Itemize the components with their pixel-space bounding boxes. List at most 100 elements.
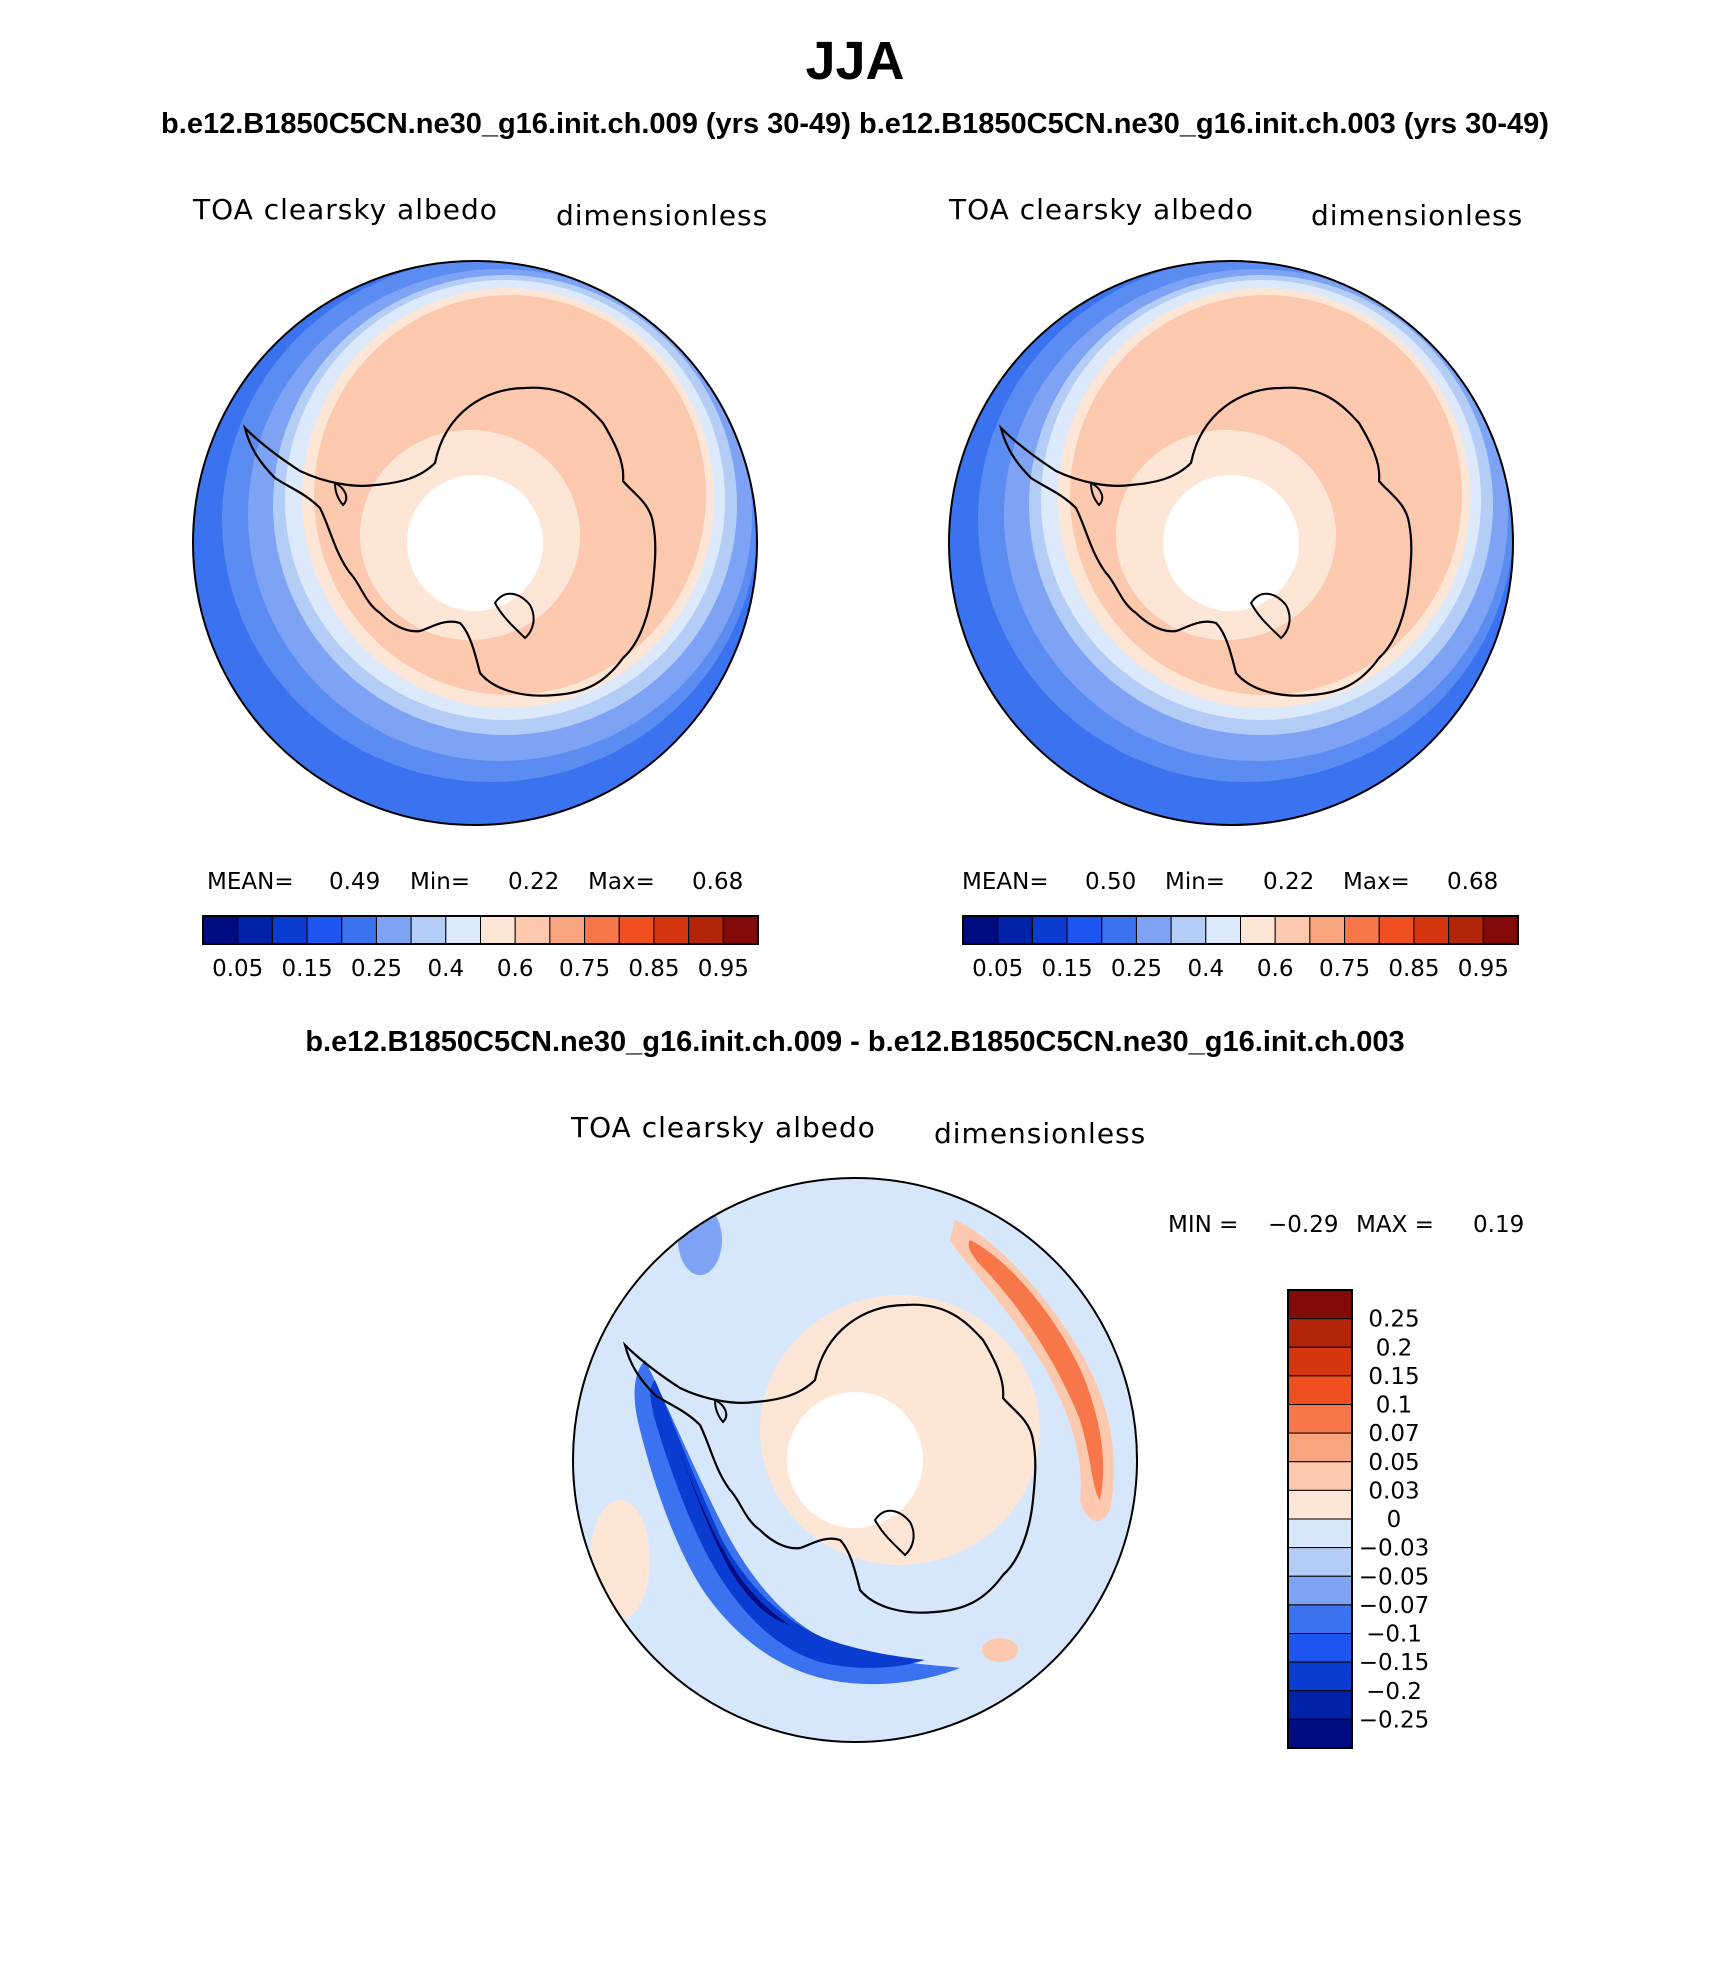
- panel1-min-value: 0.22: [508, 869, 560, 895]
- panel2-max-label: Max=: [1343, 869, 1410, 895]
- difference-colorbar-tick-label: 0.15: [1368, 1364, 1419, 1390]
- panel1-colorbar-tick-label: 0.85: [628, 956, 679, 982]
- difference-colorbar-swatch: [1287, 1318, 1353, 1348]
- panel1-colorbar-swatch: [306, 915, 343, 945]
- difference-map: [573, 1178, 1137, 1742]
- panel1-colorbar: 0.05 0.15 0.25 0.4 0.6 0.75 0.85 0.95: [202, 915, 759, 982]
- panel1-colorbar-swatch: [722, 915, 759, 945]
- panel2-colorbar-swatch: [1274, 915, 1311, 945]
- panel1-colorbar-swatch: [480, 915, 516, 945]
- panel3-max-label: MAX =: [1356, 1212, 1434, 1238]
- difference-colorbar-tick-label: −0.25: [1359, 1707, 1429, 1733]
- panel2-min-label: Min=: [1165, 869, 1226, 895]
- panel2-colorbar-swatch: [1066, 915, 1103, 945]
- panel1-colorbar-swatch: [410, 915, 447, 945]
- difference-colorbar-swatch: [1287, 1375, 1353, 1405]
- panel1-colorbar-tick-label: 0.75: [559, 956, 610, 982]
- difference-colorbar-swatch: [1287, 1633, 1353, 1663]
- panel2-colorbar-swatch: [1378, 915, 1415, 945]
- panel2-max-value: 0.68: [1447, 869, 1499, 895]
- panel2-colorbar-swatch: [1448, 915, 1484, 945]
- difference-colorbar-swatch: [1287, 1575, 1353, 1606]
- panel1-map: [193, 261, 757, 825]
- difference-colorbar-tick-label: 0.07: [1368, 1421, 1419, 1447]
- panel3-units: dimensionless: [934, 1117, 1147, 1150]
- panel2-colorbar-tick-label: 0.85: [1388, 956, 1439, 982]
- panel3-min-label: MIN =: [1168, 1212, 1239, 1238]
- panel2-colorbar-swatch: [997, 915, 1033, 945]
- panel2-colorbar-swatch: [1482, 915, 1519, 945]
- panel1-colorbar-tick-label: 0.6: [497, 956, 534, 982]
- difference-colorbar-swatch: [1287, 1489, 1353, 1520]
- panel1-colorbar-swatch: [341, 915, 377, 945]
- panel3-max-value: 0.19: [1473, 1212, 1525, 1238]
- panel2-min-value: 0.22: [1263, 869, 1315, 895]
- panel2-colorbar-tick-label: 0.4: [1188, 956, 1225, 982]
- panel2-colorbar-swatch: [1170, 915, 1207, 945]
- difference-colorbar-tick-label: −0.03: [1359, 1536, 1429, 1562]
- panel2-colorbar-tick-label: 0.05: [972, 956, 1023, 982]
- difference-colorbar-tick-label: 0.2: [1376, 1335, 1413, 1361]
- panel2-colorbar-swatch: [1205, 915, 1241, 945]
- difference-colorbar-swatch: [1287, 1604, 1353, 1634]
- panel2-colorbar: 0.05 0.15 0.25 0.4 0.6 0.75 0.85 0.95: [962, 915, 1519, 982]
- panel2-colorbar-swatch: [1031, 915, 1068, 945]
- panel2-colorbar-swatch: [962, 915, 999, 945]
- difference-colorbar-swatch: [1287, 1289, 1353, 1320]
- panel2-mean-value: 0.50: [1085, 869, 1137, 895]
- panel2-colorbar-swatch: [1101, 915, 1137, 945]
- panel2-colorbar-swatch: [1344, 915, 1380, 945]
- difference-colorbar-tick-label: −0.15: [1359, 1650, 1429, 1676]
- panel1-max-label: Max=: [588, 869, 655, 895]
- difference-colorbar-swatch: [1287, 1518, 1353, 1549]
- difference-colorbar-tick-label: −0.05: [1359, 1564, 1429, 1590]
- panel1-colorbar-swatch: [549, 915, 586, 945]
- panel2-colorbar-tick-label: 0.6: [1257, 956, 1294, 982]
- difference-colorbar-swatch: [1287, 1718, 1353, 1749]
- panel2-colorbar-swatch: [1413, 915, 1450, 945]
- panel2-colorbar-tick-label: 0.95: [1458, 956, 1509, 982]
- panel1-colorbar-swatch: [375, 915, 412, 945]
- panel1-colorbar-swatch: [202, 915, 239, 945]
- difference-colorbar-tick-label: −0.2: [1366, 1679, 1422, 1705]
- panel1-colorbar-swatch: [688, 915, 724, 945]
- panel3-variable: TOA clearsky albedo: [571, 1111, 876, 1144]
- difference-colorbar-tick-label: −0.07: [1359, 1593, 1429, 1619]
- difference-colorbar-tick-label: 0.1: [1376, 1393, 1413, 1419]
- figure-title: JJA: [805, 31, 905, 91]
- difference-colorbar-tick-label: −0.1: [1366, 1622, 1422, 1648]
- panel1-mean-value: 0.49: [329, 869, 381, 895]
- difference-colorbar-swatch: [1287, 1547, 1353, 1577]
- panel1-variable: TOA clearsky albedo: [193, 193, 498, 226]
- panel1-colorbar-swatch: [584, 915, 620, 945]
- difference-colorbar-tick-label: 0.05: [1368, 1450, 1419, 1476]
- difference-colorbar-tick-label: 0.03: [1368, 1478, 1419, 1504]
- difference-colorbar-tick-label: 0.25: [1368, 1307, 1419, 1333]
- difference-colorbar-swatch: [1287, 1661, 1353, 1692]
- panel2-colorbar-tick-label: 0.15: [1041, 956, 1092, 982]
- panel1-colorbar-swatch: [514, 915, 551, 945]
- panel3-min-value: −0.29: [1268, 1212, 1339, 1238]
- panel2-mean-label: MEAN=: [962, 869, 1049, 895]
- panel2-colorbar-tick-label: 0.25: [1111, 956, 1162, 982]
- difference-colorbar-swatch: [1287, 1432, 1353, 1463]
- panel1-colorbar-swatch: [445, 915, 481, 945]
- difference-subtitle: b.e12.B1850C5CN.ne30_g16.init.ch.009 - b…: [305, 1026, 1405, 1058]
- panel1-colorbar-tick-label: 0.25: [351, 956, 402, 982]
- panel2-colorbar-swatch: [1240, 915, 1276, 945]
- panel1-colorbar-tick-label: 0.15: [281, 956, 332, 982]
- difference-colorbar-tick-label: 0: [1387, 1507, 1402, 1533]
- panel1-mean-label: MEAN=: [207, 869, 294, 895]
- panel1-max-value: 0.68: [692, 869, 744, 895]
- panel1-min-label: Min=: [410, 869, 471, 895]
- panel1-colorbar-tick-label: 0.05: [212, 956, 263, 982]
- panel1-colorbar-swatch: [271, 915, 308, 945]
- panel1-colorbar-swatch: [618, 915, 655, 945]
- panel1-colorbar-swatch: [653, 915, 690, 945]
- panel2-colorbar-tick-label: 0.75: [1319, 956, 1370, 982]
- panel2-variable: TOA clearsky albedo: [949, 193, 1254, 226]
- top-subtitle: b.e12.B1850C5CN.ne30_g16.init.ch.009 (yr…: [161, 108, 1549, 140]
- difference-colorbar-swatch: [1287, 1461, 1353, 1491]
- panel1-units: dimensionless: [556, 199, 769, 232]
